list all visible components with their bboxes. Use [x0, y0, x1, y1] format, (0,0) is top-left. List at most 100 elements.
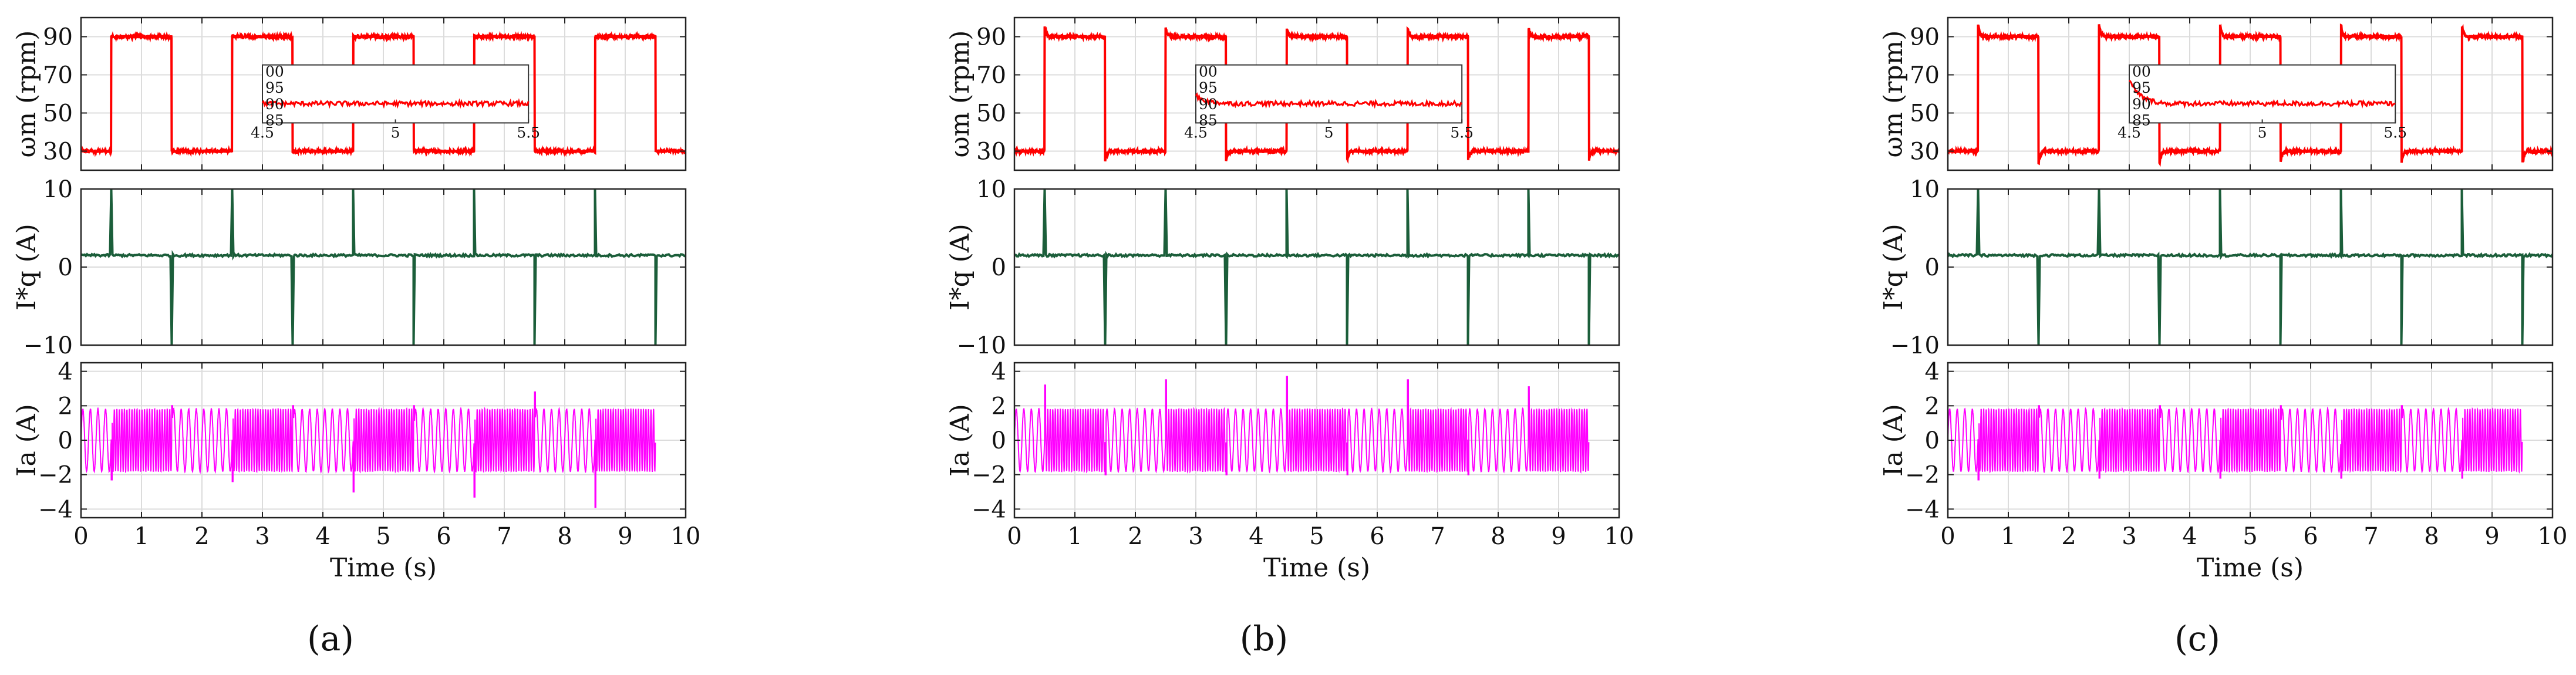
y-tick-label: −4 — [972, 496, 1006, 523]
subplot-iq_ref: −10 0 10I*q (A) — [12, 176, 687, 359]
y-axis-label: ωm (rpm) — [1879, 31, 1909, 158]
series-line-iq_ref — [81, 189, 686, 345]
inset-y-tick-label: 95 — [265, 79, 284, 96]
x-tick-label: 0 — [1007, 523, 1021, 550]
x-tick-label: 5 — [1309, 523, 1324, 550]
y-tick-label: 50 — [976, 100, 1006, 127]
x-tick-label: 4 — [315, 523, 330, 550]
x-tick-label: 0 — [1940, 523, 1955, 550]
inset-x-tick-label: 5 — [2258, 124, 2267, 141]
x-axis-label: Time (s) — [1263, 553, 1370, 583]
inset-y-tick-label: 00 — [2132, 63, 2151, 80]
x-tick-label: 1 — [134, 523, 149, 550]
x-tick-label: 0 — [73, 523, 88, 550]
y-tick-label: 90 — [976, 24, 1006, 51]
inset-box — [262, 64, 530, 124]
y-tick-label: −10 — [23, 332, 73, 359]
series-line-iq_ref — [1014, 189, 1619, 345]
series-line-speed — [1014, 26, 1619, 164]
x-tick-label: 3 — [255, 523, 269, 550]
x-tick-label: 1 — [1067, 523, 1082, 550]
y-tick-label: −2 — [972, 462, 1006, 489]
y-tick-label: 90 — [43, 24, 73, 51]
y-tick-label: 2 — [992, 393, 1006, 420]
y-tick-label: 10 — [1910, 176, 1940, 203]
x-tick-label: 5 — [2243, 523, 2257, 550]
inset-series-line — [261, 98, 530, 109]
inset-y-tick-label: 85 — [265, 112, 284, 129]
y-tick-label: 30 — [976, 139, 1006, 166]
y-tick-label: 70 — [43, 62, 73, 89]
panel-caption: (c) — [2174, 619, 2220, 659]
y-tick-label: 70 — [1910, 62, 1940, 89]
inset-y-tick-label: 90 — [2132, 96, 2151, 113]
y-axis-label: ωm (rpm) — [12, 31, 42, 158]
series-line-ia — [81, 391, 656, 508]
inset-series-line — [2128, 79, 2396, 109]
inset-x-tick-label: 5 — [1324, 124, 1334, 141]
y-tick-label: 10 — [976, 176, 1006, 203]
y-tick-label: −2 — [1905, 462, 1940, 489]
subplot-iq_ref: −10 0 10I*q (A) — [945, 176, 1620, 359]
inset-y-tick-label: 90 — [265, 96, 284, 113]
y-tick-label: 0 — [58, 254, 73, 281]
inset-x-tick-label: 4.5 — [251, 124, 274, 141]
x-tick-label: 6 — [436, 523, 451, 550]
x-axis-label: Time (s) — [2197, 553, 2304, 583]
panel-caption: (b) — [1240, 619, 1288, 659]
x-tick-label: 2 — [194, 523, 209, 550]
x-tick-label: 9 — [618, 523, 632, 550]
x-tick-label: 6 — [1370, 523, 1384, 550]
series-line-ia — [1014, 376, 1590, 475]
x-tick-label: 3 — [1188, 523, 1203, 550]
y-tick-label: 0 — [1925, 254, 1940, 281]
y-tick-label: −4 — [38, 496, 73, 523]
y-tick-label: 0 — [1925, 427, 1940, 454]
inset-y-tick-label: 85 — [2132, 112, 2151, 129]
subplot-ia: −4 −2 0 2 4 0 1 2 3 4 5 6 7 8 9 10 Time (s) Ia (A) — [945, 359, 1634, 583]
panel-caption: (a) — [307, 619, 354, 659]
x-tick-label: 7 — [2363, 523, 2378, 550]
x-tick-label: 1 — [2001, 523, 2015, 550]
x-tick-label: 9 — [2484, 523, 2499, 550]
x-tick-label: 6 — [2303, 523, 2318, 550]
x-tick-label: 2 — [2061, 523, 2076, 550]
x-tick-label: 4 — [1249, 523, 1263, 550]
y-tick-label: −10 — [957, 332, 1006, 359]
x-tick-label: 5 — [376, 523, 390, 550]
x-tick-label: 2 — [1128, 523, 1142, 550]
inset-y-tick-label: 95 — [2132, 79, 2151, 96]
inset-box — [1195, 64, 1463, 124]
inset-y-tick-label: 00 — [265, 63, 284, 80]
x-tick-label: 4 — [2182, 523, 2197, 550]
series-line-speed — [1948, 23, 2553, 167]
y-axis-label: Ia (A) — [1879, 404, 1909, 477]
y-tick-label: 30 — [1910, 139, 1940, 166]
y-tick-label: 50 — [1910, 100, 1940, 127]
x-tick-label: 7 — [1430, 523, 1445, 550]
y-axis-label: I*q (A) — [1879, 224, 1909, 310]
y-tick-label: −10 — [1890, 332, 1940, 359]
y-tick-label: 0 — [58, 427, 73, 454]
y-tick-label: 0 — [992, 254, 1006, 281]
subplot-iq_ref: −10 0 10I*q (A) — [1879, 176, 2554, 359]
y-axis-label: ωm (rpm) — [945, 31, 975, 158]
y-tick-label: 4 — [58, 359, 73, 386]
x-tick-label: 3 — [2122, 523, 2136, 550]
inset-y-tick-label: 85 — [1199, 112, 1218, 129]
y-tick-label: 2 — [58, 393, 73, 420]
y-tick-label: 10 — [43, 176, 73, 203]
x-tick-label: 9 — [1551, 523, 1566, 550]
x-tick-label: 8 — [2424, 523, 2439, 550]
x-axis-label: Time (s) — [330, 553, 437, 583]
y-axis-label: I*q (A) — [945, 224, 975, 310]
y-tick-label: −4 — [1905, 496, 1940, 523]
y-tick-label: −2 — [38, 462, 73, 489]
